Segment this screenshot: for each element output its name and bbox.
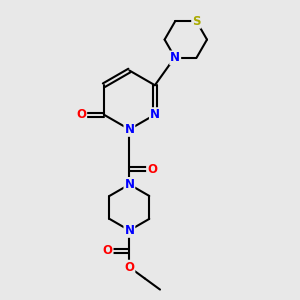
Text: N: N (124, 178, 134, 191)
Text: N: N (124, 123, 134, 136)
Text: N: N (170, 51, 180, 64)
Text: N: N (124, 224, 134, 237)
Text: N: N (150, 108, 160, 121)
Text: O: O (76, 108, 86, 121)
Text: S: S (192, 15, 201, 28)
Text: O: O (124, 261, 134, 274)
Text: O: O (147, 163, 157, 176)
Text: O: O (103, 244, 112, 257)
